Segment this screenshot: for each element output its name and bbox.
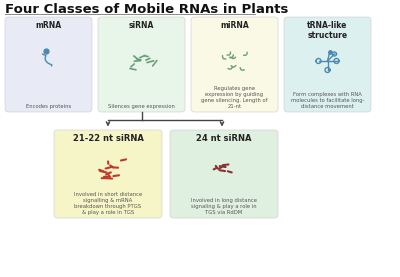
Text: Form complexes with RNA
molecules to facilitate long-
distance movement: Form complexes with RNA molecules to fac… [291, 92, 364, 109]
Text: Silences gene expression: Silences gene expression [108, 104, 175, 109]
FancyBboxPatch shape [98, 17, 185, 112]
Text: siRNA: siRNA [129, 21, 154, 30]
Text: tRNA-like
structure: tRNA-like structure [307, 21, 348, 40]
FancyBboxPatch shape [54, 130, 162, 218]
Text: Encodes proteins: Encodes proteins [26, 104, 71, 109]
FancyBboxPatch shape [191, 17, 278, 112]
Text: Regulates gene
expression by guiding
gene silencing. Length of
21-nt: Regulates gene expression by guiding gen… [201, 86, 268, 109]
Text: Involved in short distance
signalling & mRNA
breakdown through PTGS
& play a rol: Involved in short distance signalling & … [74, 192, 142, 215]
FancyBboxPatch shape [284, 17, 371, 112]
Text: Involved in long distance
signaling & play a role in
TGS via RdDM: Involved in long distance signaling & pl… [191, 198, 257, 215]
FancyBboxPatch shape [5, 17, 92, 112]
FancyBboxPatch shape [170, 130, 278, 218]
Text: miRNA: miRNA [220, 21, 249, 30]
Text: mRNA: mRNA [36, 21, 62, 30]
Text: 24 nt siRNA: 24 nt siRNA [196, 134, 252, 143]
Text: 21-22 nt siRNA: 21-22 nt siRNA [72, 134, 144, 143]
Text: Four Classes of Mobile RNAs in Plants: Four Classes of Mobile RNAs in Plants [5, 3, 288, 16]
